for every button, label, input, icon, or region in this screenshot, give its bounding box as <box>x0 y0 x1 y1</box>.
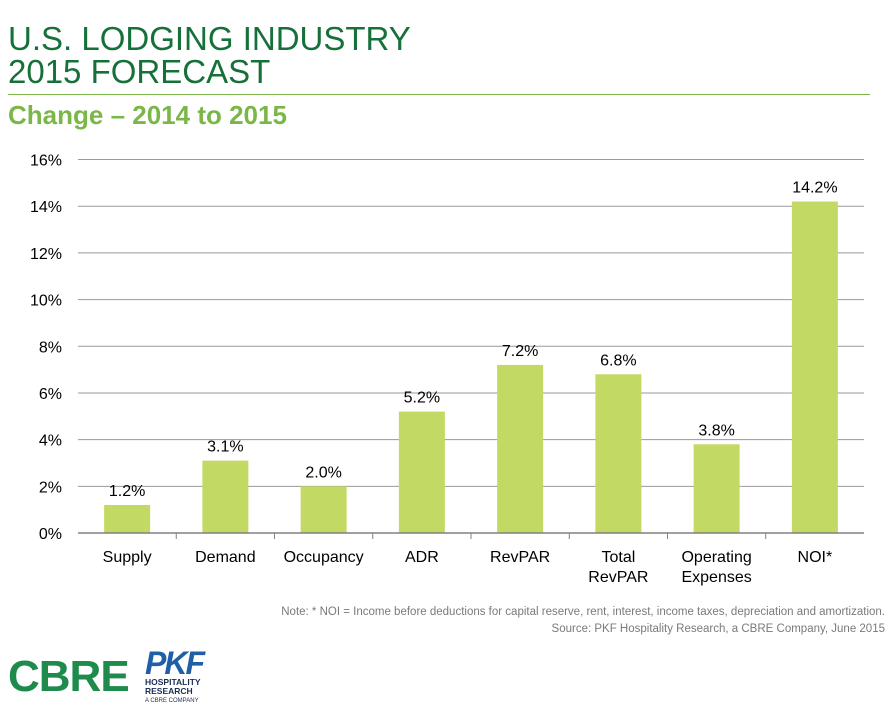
chart-subtitle: Change – 2014 to 2015 <box>8 100 287 130</box>
bar <box>497 364 544 533</box>
y-tick-label: 2% <box>39 479 62 496</box>
y-tick-label: 12% <box>30 246 62 263</box>
title-line-2: 2015 FORECAST <box>8 53 271 90</box>
bar <box>398 411 445 533</box>
pkf-logo-line-2: RESEARCH <box>145 686 193 696</box>
bar <box>300 486 347 533</box>
bar-chart: 0% 2% 4% 6% 8% 10% 12% 14% 16% 1.2% Supply 3.1% Dema… <box>30 153 864 586</box>
data-label: 5.2% <box>404 390 440 407</box>
x-tick-label: RevPAR <box>490 549 550 566</box>
x-tick-label: ADR <box>405 549 439 566</box>
x-tick-label: Operating <box>681 549 751 566</box>
data-label: 1.2% <box>109 483 145 500</box>
pkf-logo-tagline: A CBRE COMPANY <box>145 698 199 704</box>
footnote: Note: * NOI = Income before deductions f… <box>85 604 885 638</box>
data-label: 3.8% <box>698 422 734 439</box>
bar <box>202 460 249 533</box>
title-line-1: U.S. LODGING INDUSTRY <box>8 20 411 57</box>
y-tick-label: 10% <box>30 293 62 310</box>
pkf-logo: PKF HOSPITALITY RESEARCH A CBRE COMPANY <box>145 645 215 705</box>
pkf-logo-mark: PKF <box>145 645 205 681</box>
data-label: 3.1% <box>207 439 243 456</box>
x-tick-label: Expenses <box>681 569 751 586</box>
y-tick-label: 8% <box>39 339 62 356</box>
x-tick-label: NOI* <box>798 549 833 566</box>
data-label: 14.2% <box>792 180 837 197</box>
y-tick-label: 0% <box>39 526 62 543</box>
y-tick-label: 14% <box>30 199 62 216</box>
x-tick-label: Total <box>601 549 635 566</box>
source-text: Source: PKF Hospitality Research, a CBRE… <box>551 623 885 635</box>
y-tick-label: 6% <box>39 386 62 403</box>
y-tick-label: 4% <box>39 433 62 450</box>
data-label: 2.0% <box>305 464 341 481</box>
bar <box>104 504 151 533</box>
cbre-logo: CBRE <box>8 652 130 701</box>
y-tick-label: 16% <box>30 153 62 170</box>
bar <box>595 374 642 533</box>
x-tick-label: Occupancy <box>284 549 364 566</box>
x-tick-label: Supply <box>103 549 152 566</box>
pkf-logo-line-1: HOSPITALITY <box>145 677 201 687</box>
title-divider <box>8 94 870 95</box>
data-label: 6.8% <box>600 352 636 369</box>
data-label: 7.2% <box>502 343 538 360</box>
bar <box>791 201 838 534</box>
x-tick-label: Demand <box>195 549 255 566</box>
page-title: U.S. LODGING INDUSTRY 2015 FORECAST <box>8 22 411 88</box>
x-tick-label: RevPAR <box>588 569 648 586</box>
bar <box>693 444 740 533</box>
note-text: Note: * NOI = Income before deductions f… <box>281 606 885 618</box>
